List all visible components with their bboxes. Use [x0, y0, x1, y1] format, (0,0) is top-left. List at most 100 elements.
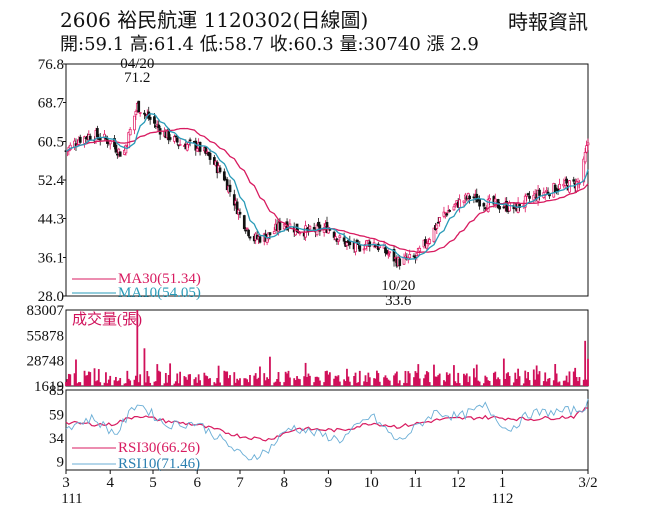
rsi10-line	[65, 398, 589, 461]
candle	[268, 232, 272, 240]
candle-body	[113, 138, 116, 148]
candle-body	[312, 227, 316, 230]
volume-bar	[558, 381, 561, 386]
volume-bar	[437, 375, 440, 386]
volume-bar	[283, 382, 286, 386]
volume-bar	[323, 382, 326, 386]
volume-bar	[75, 359, 77, 386]
candle-body	[268, 232, 272, 236]
candle	[98, 133, 102, 146]
volume-bar	[474, 377, 477, 386]
candle-body	[502, 206, 506, 209]
volume-bar	[219, 382, 221, 386]
candle	[454, 203, 457, 208]
volume-bar	[229, 375, 231, 386]
candle	[174, 135, 178, 138]
candle-body	[486, 198, 490, 212]
volume-bar	[528, 380, 531, 386]
candle-body	[338, 235, 342, 238]
candle	[545, 186, 548, 192]
candle	[247, 229, 250, 238]
volume-bar	[144, 382, 147, 386]
candle-body	[398, 258, 402, 266]
candle-body	[412, 255, 416, 258]
candle-body	[267, 232, 270, 240]
panel-frames	[65, 63, 589, 471]
candle	[298, 232, 302, 236]
rsi-tick-label: 34	[49, 431, 65, 447]
volume-bar	[376, 370, 378, 386]
volume-bar	[273, 382, 276, 386]
volume-bar	[574, 367, 577, 386]
candle	[218, 165, 222, 174]
volume-bar	[193, 379, 196, 386]
volume-bar	[267, 378, 270, 386]
volume-bar	[464, 375, 467, 386]
candle-body	[454, 203, 457, 206]
candle-body	[355, 239, 359, 243]
candle-body	[138, 112, 142, 114]
volume-bar	[69, 374, 72, 386]
volume-bar	[398, 380, 401, 386]
volume-bar	[447, 374, 450, 386]
candle-body	[435, 224, 439, 229]
volume-bar	[458, 383, 461, 386]
volume-bar	[109, 375, 112, 386]
candle-body	[225, 179, 229, 191]
ma30-legend-label: MA30(51.34)	[118, 271, 201, 287]
candle-body	[212, 157, 216, 165]
volume-bar	[66, 379, 69, 386]
volume-bar	[174, 381, 177, 386]
candle-body	[523, 195, 527, 208]
candle-body	[408, 254, 412, 259]
volume-bar	[93, 368, 96, 386]
candle-body	[272, 231, 276, 235]
volume-bar	[293, 378, 296, 386]
high-value-label: 71.2	[124, 70, 150, 86]
volume-bar	[532, 369, 535, 386]
volume-bar	[514, 372, 517, 386]
x-axis: 3 4 5 6 7 8 9 10 11 12 1 3/2 111 112	[61, 470, 598, 507]
volume-tick-label: 28748	[27, 354, 65, 370]
candle	[232, 189, 236, 211]
volume-bar	[154, 381, 157, 386]
candle-body	[115, 153, 119, 156]
rsi30-line	[65, 407, 589, 442]
volume-bar	[497, 377, 500, 386]
volume-bar	[186, 379, 189, 386]
candle	[385, 249, 389, 255]
candle-body	[445, 213, 449, 216]
volume-bar	[266, 377, 268, 386]
candle	[432, 227, 436, 243]
x-tick-label: 3	[62, 475, 70, 491]
candle-body	[232, 194, 236, 206]
candle-body	[526, 193, 530, 196]
candle	[78, 134, 82, 144]
candle-body	[198, 141, 202, 152]
candle	[212, 154, 216, 165]
volume-bar	[368, 377, 371, 386]
volume-bar	[284, 371, 287, 386]
volume-bar	[294, 380, 297, 386]
volume-bar	[157, 370, 160, 386]
candle-body	[585, 145, 588, 153]
volume-bar	[113, 380, 116, 386]
candle-body	[394, 257, 397, 259]
candle-body	[448, 210, 452, 212]
volume-tick-label: 55878	[27, 328, 65, 344]
candle	[185, 142, 189, 152]
candle-body	[308, 225, 312, 230]
volume-bar	[96, 380, 99, 386]
rsi-tick-label: 59	[49, 407, 64, 423]
volume-bar	[408, 373, 411, 386]
volume-bar	[147, 376, 150, 386]
price-tick-label: 60.5	[38, 134, 64, 150]
candle-body	[545, 189, 548, 192]
candle	[83, 135, 86, 148]
candle-body	[114, 144, 118, 153]
candle-body	[128, 129, 132, 136]
volume-bar	[173, 383, 176, 386]
volume-bar	[233, 372, 236, 386]
candle-body	[462, 200, 466, 203]
candle	[442, 206, 446, 219]
